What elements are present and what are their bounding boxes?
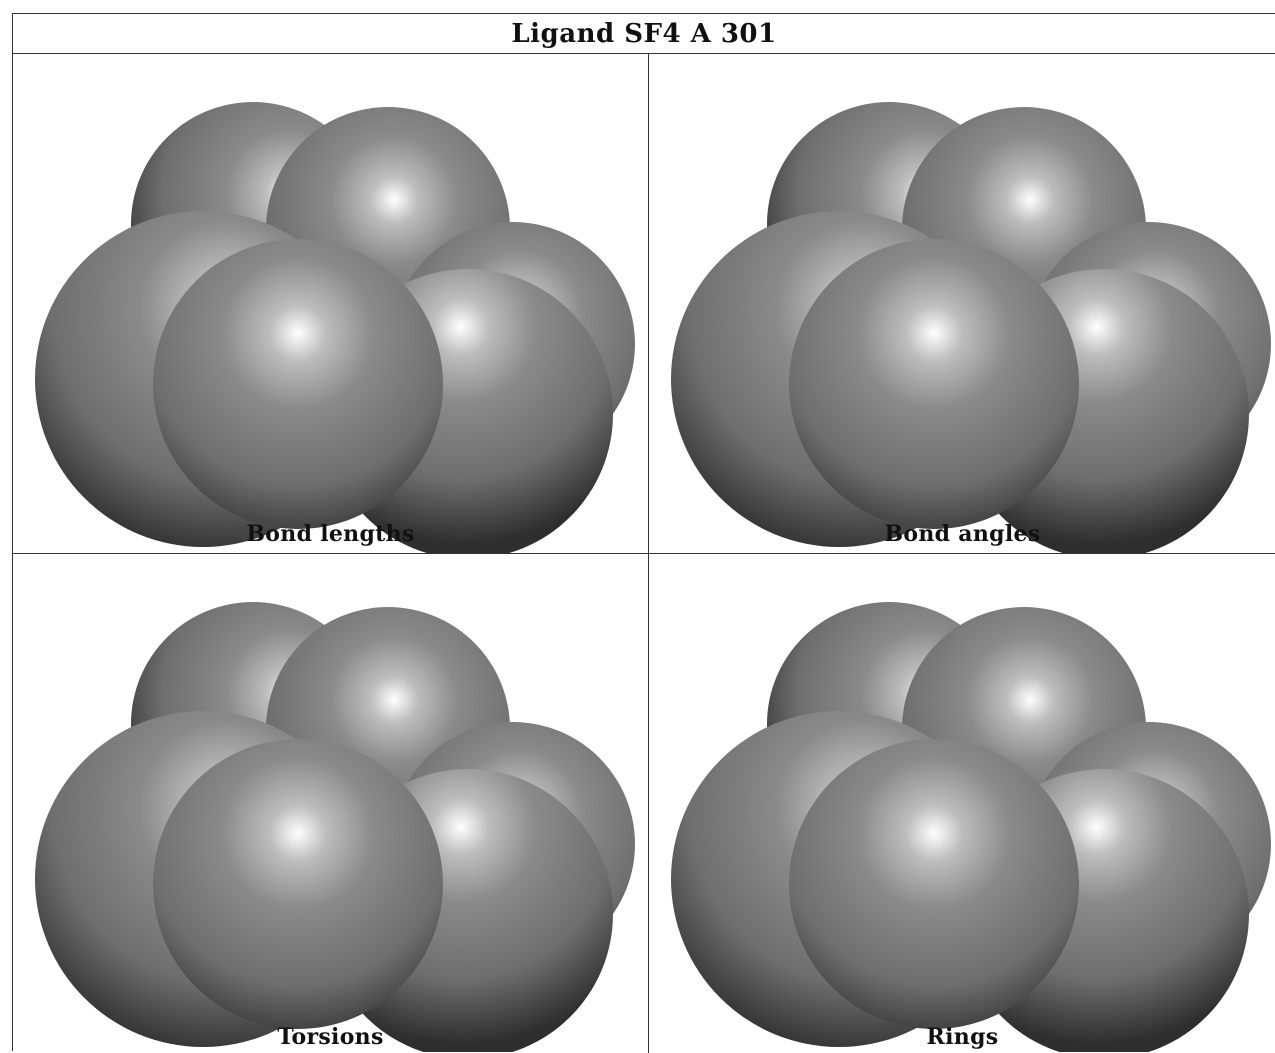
panel-caption: Rings	[926, 1024, 999, 1050]
row-divider	[13, 553, 1275, 554]
panel-bond-angles: Bond angles	[649, 54, 1275, 553]
panel-rings: Rings	[649, 554, 1275, 1052]
panel-bond-lengths: Bond lengths	[13, 54, 648, 553]
ligand-table: Ligand SF4 A 301 Bond lengths Bond angle…	[12, 13, 1275, 1053]
panel-caption: Torsions	[277, 1024, 384, 1050]
atom-bottom-center	[789, 739, 1079, 1029]
atom-bottom-center	[789, 239, 1079, 529]
molecule-spacefill-icon	[35, 602, 635, 1052]
panel-caption: Bond lengths	[246, 521, 415, 547]
panel-caption: Bond angles	[884, 521, 1041, 547]
molecule-spacefill-icon	[671, 602, 1271, 1052]
molecule-spacefill-icon	[671, 102, 1271, 553]
atom-bottom-center	[153, 239, 443, 529]
molecule-spacefill-icon	[35, 102, 635, 553]
panel-torsions: Torsions	[13, 554, 648, 1052]
table-title: Ligand SF4 A 301	[13, 14, 1275, 54]
atom-bottom-center	[153, 739, 443, 1029]
